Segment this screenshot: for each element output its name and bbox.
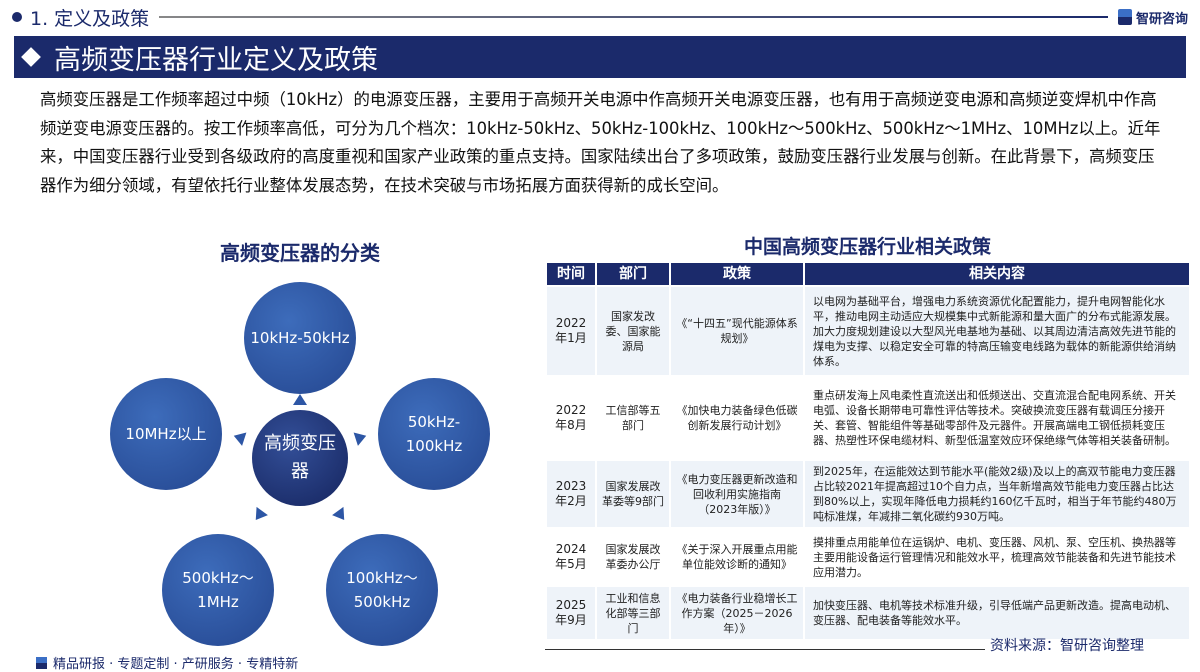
center-circle: 高频变压器	[252, 410, 348, 506]
col-header: 相关内容	[805, 263, 1189, 285]
cell-policy: 《电力装备行业稳增长工作方案（2025－2026年）》	[671, 587, 803, 639]
cell-time: 2025年9月	[547, 587, 595, 639]
table-row: 2022年8月 工信部等五部门 《加快电力装备绿色低碳创新发展行动计划》 重点研发海上…	[547, 377, 1189, 459]
logo-icon	[36, 656, 47, 669]
table-row: 2025年9月 工业和信息化部等三部门 《电力装备行业稳增长工作方案（2025－20…	[547, 587, 1189, 639]
divider	[545, 649, 985, 650]
cell-time: 2023年2月	[547, 461, 595, 527]
col-header: 政策	[671, 263, 803, 285]
logo-icon	[1117, 9, 1132, 25]
col-header: 时间	[547, 263, 595, 285]
arrow-icon	[293, 394, 307, 405]
cell-content: 以电网为基础平台，增强电力系统资源优化配置能力，提升电网智能化水平，推动电网主动…	[805, 287, 1189, 375]
divider	[159, 16, 1108, 18]
cell-policy: 《电力变压器更新改造和回收利用实施指南（2023年版）》	[671, 461, 803, 527]
class-circle-3: 100kHz～500kHz	[326, 534, 438, 646]
source-note: 资料来源：智研咨询整理	[990, 638, 1144, 654]
arrow-icon	[250, 506, 268, 525]
intro-paragraph: 高频变压器是工作频率超过中频（10kHz）的电源变压器，主要用于高频开关电源中作…	[40, 90, 1161, 195]
classification-title: 高频变压器的分类	[220, 241, 380, 265]
class-circle-5: 10MHz以上	[110, 378, 222, 490]
policy-title: 中国高频变压器行业相关政策	[743, 236, 991, 258]
footer-text: 精品研报 · 专题定制 · 产研服务 · 专精特新	[53, 657, 299, 672]
cell-department: 国家发改委、国家能源局	[597, 287, 669, 375]
class-circle-2: 50kHz-100kHz	[378, 378, 490, 490]
table-header-row: 时间 部门 政策 相关内容	[547, 263, 1189, 285]
cell-content: 重点研发海上风电柔性直流送出和低频送出、交直流混合配电网系统、开关电弧、设备长期…	[805, 377, 1189, 459]
cell-time: 2022年1月	[547, 287, 595, 375]
class-circle-4: 500kHz～1MHz	[162, 534, 274, 646]
section-title: 1. 定义及政策	[30, 7, 150, 30]
brand-logo: 智研咨询	[1117, 8, 1188, 27]
bullet-icon	[12, 12, 22, 22]
cell-department: 国家发展改革委办公厅	[597, 529, 669, 585]
diamond-icon	[21, 47, 41, 67]
cell-content: 加快变压器、电机等技术标准升级，引导低端产品更新改造。提高电动机、变压器、配电装…	[805, 587, 1189, 639]
class-label: 10MHz以上	[125, 425, 207, 443]
arrow-icon	[231, 429, 247, 446]
col-header: 部门	[597, 263, 669, 285]
cell-department: 工业和信息化部等三部门	[597, 587, 669, 639]
class-label: 10kHz-50kHz	[250, 329, 350, 347]
footer: 精品研报 · 专题定制 · 产研服务 · 专精特新	[36, 653, 298, 672]
class-label: 100kHz～500kHz	[346, 569, 418, 611]
arrow-icon	[353, 429, 369, 446]
class-label: 500kHz～1MHz	[182, 569, 254, 611]
cell-content: 摸排重点用能单位在运锅炉、电机、变压器、风机、泵、空压机、换热器等主要用能设备运…	[805, 529, 1189, 585]
cell-policy: 《“十四五”现代能源体系规划》	[671, 287, 803, 375]
cell-department: 国家发展改革委等9部门	[597, 461, 669, 527]
table-row: 2024年5月 国家发展改革委办公厅 《关于深入开展重点用能单位能效诊断的通知》 摸排…	[547, 529, 1189, 585]
class-label: 50kHz-100kHz	[405, 413, 463, 455]
cell-policy: 《加快电力装备绿色低碳创新发展行动计划》	[671, 377, 803, 459]
page-title: 高频变压器行业定义及政策	[54, 44, 378, 76]
page-title-banner: 高频变压器行业定义及政策	[14, 36, 1186, 78]
cell-content: 到2025年，在运能效达到节能水平(能效2级)及以上的高双节能电力变压器占比较2…	[805, 461, 1189, 527]
class-circle-1: 10kHz-50kHz	[244, 282, 356, 394]
arrow-icon	[332, 506, 350, 525]
center-label: 高频变压器	[264, 433, 336, 482]
table-row: 2023年2月 国家发展改革委等9部门 《电力变压器更新改造和回收利用实施指南（20…	[547, 461, 1189, 527]
cell-time: 2024年5月	[547, 529, 595, 585]
cell-department: 工信部等五部门	[597, 377, 669, 459]
table-row: 2022年1月 国家发改委、国家能源局 《“十四五”现代能源体系规划》 以电网为基础平…	[547, 287, 1189, 375]
brand-name: 智研咨询	[1135, 11, 1188, 27]
policy-table: 时间 部门 政策 相关内容 2022年1月 国家发改委、国家能源局 《“十四五”现代…	[545, 261, 1191, 641]
cell-policy: 《关于深入开展重点用能单位能效诊断的通知》	[671, 529, 803, 585]
cell-time: 2022年8月	[547, 377, 595, 459]
section-header: 1. 定义及政策 智研咨询	[12, 4, 1188, 30]
